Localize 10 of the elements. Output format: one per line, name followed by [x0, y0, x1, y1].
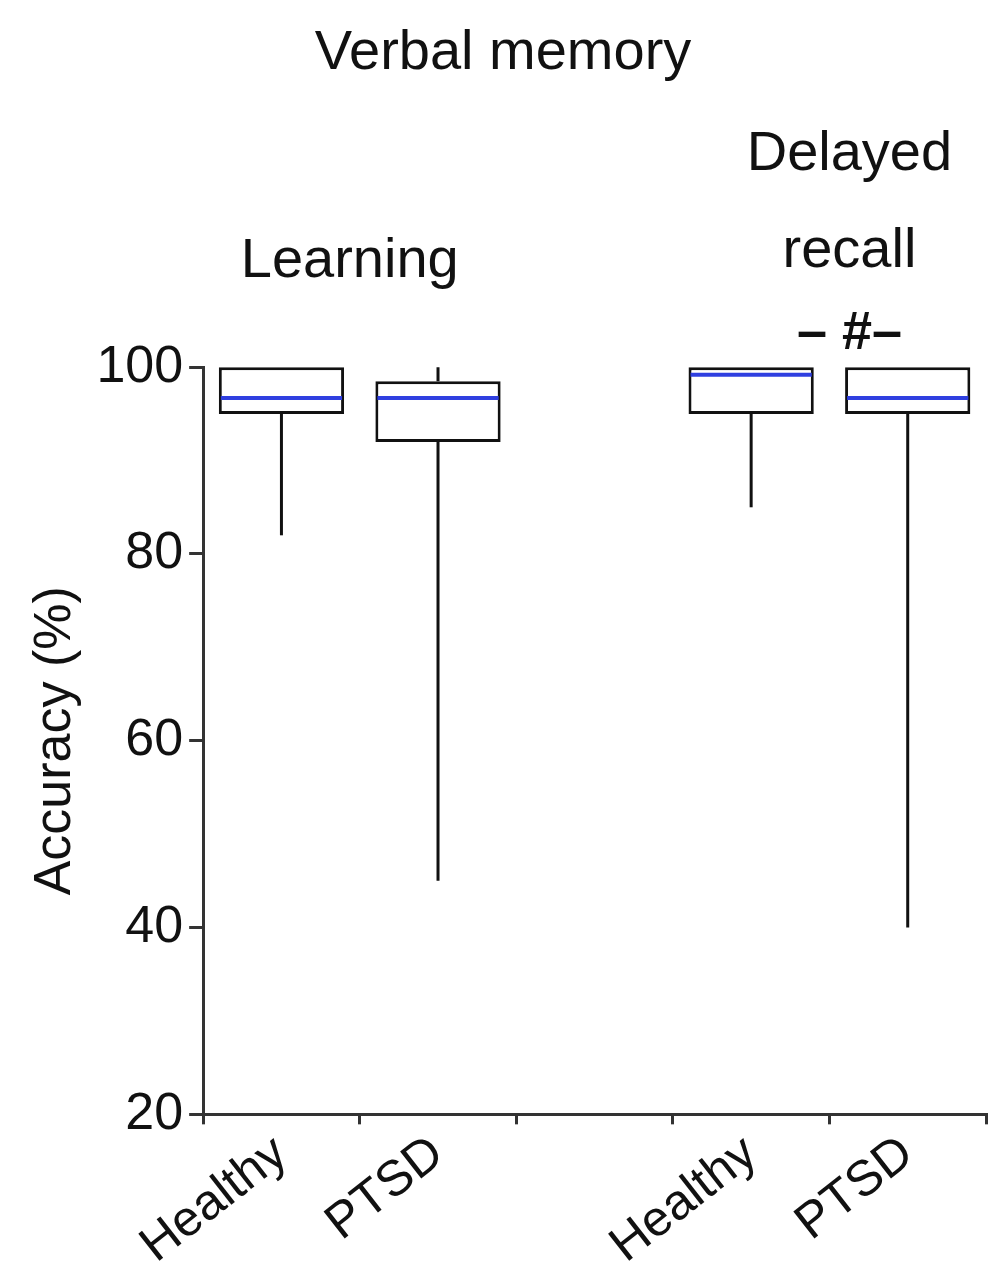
y-tick-label: 80 — [125, 521, 184, 580]
y-tick-label: 20 — [125, 1081, 184, 1140]
y-tick-label: 60 — [125, 708, 184, 767]
text: Delayed recall — [746, 119, 953, 280]
chart-title: Verbal memory — [314, 18, 692, 82]
text: – #– — [796, 300, 902, 361]
y-axis-title: Accuracy (%) — [22, 586, 81, 896]
y-tick-label: 100 — [96, 334, 184, 393]
y-tick-label: 40 — [125, 894, 184, 953]
text: Learning — [240, 226, 459, 290]
